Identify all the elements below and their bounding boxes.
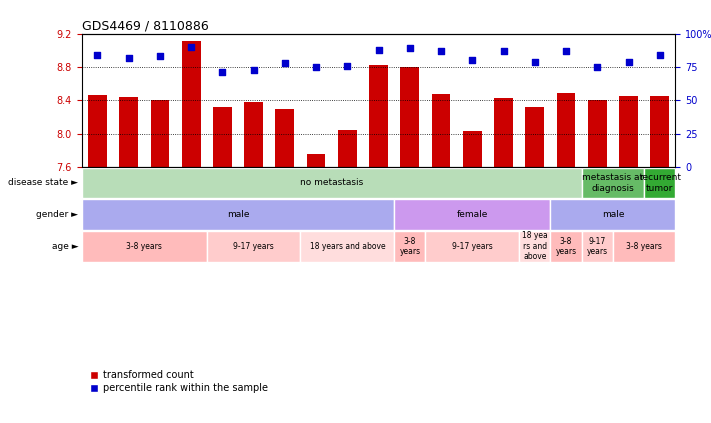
Point xyxy=(373,47,384,53)
Bar xyxy=(588,101,606,167)
Bar xyxy=(550,231,582,261)
Bar xyxy=(151,101,169,167)
Bar xyxy=(432,94,451,167)
Text: recurrent
tumor: recurrent tumor xyxy=(638,173,681,192)
Point xyxy=(92,52,103,58)
Point xyxy=(404,45,415,52)
Point xyxy=(217,69,228,76)
Text: 3-8
years: 3-8 years xyxy=(400,237,420,256)
Bar xyxy=(394,200,550,230)
Bar xyxy=(651,96,669,167)
Bar xyxy=(245,102,263,167)
Point xyxy=(186,44,197,51)
Text: disease state ►: disease state ► xyxy=(9,179,78,187)
Bar xyxy=(613,231,675,261)
Bar xyxy=(525,107,544,167)
Point xyxy=(123,55,134,61)
Bar xyxy=(394,231,425,261)
Point xyxy=(466,57,478,64)
Bar xyxy=(338,130,357,167)
Bar xyxy=(557,93,575,167)
Bar xyxy=(619,96,638,167)
Legend: transformed count, percentile rank within the sample: transformed count, percentile rank withi… xyxy=(87,366,272,397)
Bar xyxy=(369,66,388,167)
Bar xyxy=(519,231,550,261)
Bar xyxy=(207,231,301,261)
Bar xyxy=(644,168,675,198)
Bar xyxy=(463,131,482,167)
Bar xyxy=(213,107,232,167)
Point xyxy=(435,48,447,55)
Text: GDS4469 / 8110886: GDS4469 / 8110886 xyxy=(82,20,208,33)
Text: 9-17
years: 9-17 years xyxy=(587,237,608,256)
Point xyxy=(654,52,665,58)
Text: 18 yea
rs and
above: 18 yea rs and above xyxy=(522,231,547,261)
Bar xyxy=(306,154,326,167)
Text: male: male xyxy=(602,210,624,219)
Bar xyxy=(425,231,519,261)
Bar xyxy=(275,109,294,167)
Point xyxy=(560,48,572,55)
Text: 9-17 years: 9-17 years xyxy=(452,242,493,251)
Bar xyxy=(550,200,675,230)
Bar xyxy=(119,97,138,167)
Bar xyxy=(400,67,419,167)
Bar xyxy=(82,231,207,261)
Bar xyxy=(301,231,394,261)
Text: gender ►: gender ► xyxy=(36,210,78,219)
Text: 3-8 years: 3-8 years xyxy=(626,242,662,251)
Point xyxy=(623,58,634,65)
Point xyxy=(498,48,509,55)
Point xyxy=(154,53,166,60)
Point xyxy=(342,63,353,69)
Text: 3-8 years: 3-8 years xyxy=(127,242,162,251)
Bar xyxy=(88,95,107,167)
Text: metastasis at
diagnosis: metastasis at diagnosis xyxy=(582,173,643,192)
Point xyxy=(248,66,260,73)
Point xyxy=(529,58,540,65)
Bar xyxy=(82,200,394,230)
Text: 3-8
years: 3-8 years xyxy=(555,237,577,256)
Text: female: female xyxy=(456,210,488,219)
Point xyxy=(311,64,322,71)
Bar xyxy=(82,168,582,198)
Text: 18 years and above: 18 years and above xyxy=(309,242,385,251)
Text: age ►: age ► xyxy=(52,242,78,251)
Point xyxy=(279,60,291,66)
Point xyxy=(592,64,603,71)
Bar xyxy=(582,231,613,261)
Text: male: male xyxy=(227,210,250,219)
Bar xyxy=(182,41,201,167)
Bar xyxy=(582,168,644,198)
Text: 9-17 years: 9-17 years xyxy=(233,242,274,251)
Text: no metastasis: no metastasis xyxy=(300,179,363,187)
Bar xyxy=(494,98,513,167)
